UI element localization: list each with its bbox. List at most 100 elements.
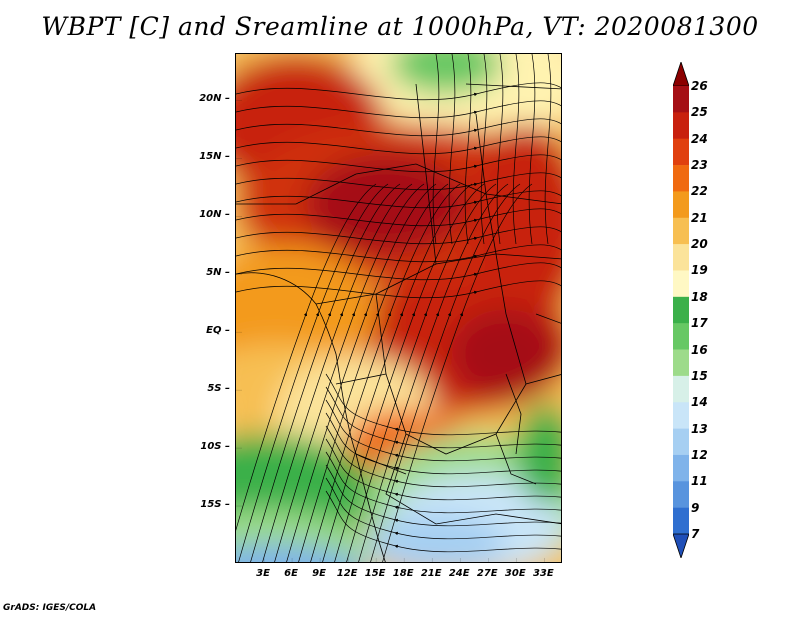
- lon-tick-label: 21E: [420, 568, 442, 579]
- streamline: [448, 54, 456, 245]
- colorbar-label: 16: [691, 342, 708, 357]
- colorbar: [673, 62, 689, 558]
- streamline: [325, 425, 561, 488]
- streamline: [236, 183, 377, 531]
- colorbar-label: 25: [691, 105, 708, 120]
- streamline: [382, 183, 533, 562]
- lat-tick-label: EQ –: [206, 325, 230, 337]
- streamline: [334, 183, 485, 562]
- lon-tick-label: 9E: [312, 568, 326, 579]
- lon-tick-label: 15E: [364, 568, 386, 579]
- streamline: [236, 172, 561, 191]
- lat-tick-label: 15N –: [199, 151, 230, 163]
- streamline: [544, 54, 552, 245]
- colorbar-label: 12: [691, 447, 708, 462]
- colorbar-label: 7: [691, 527, 700, 541]
- lon-tick-label: 33E: [532, 568, 554, 579]
- colorbar-label: 20: [691, 237, 708, 252]
- streamline: [238, 183, 389, 562]
- colorbar-label: 24: [691, 131, 708, 146]
- lat-tick-label: 5S –: [207, 383, 230, 395]
- streamline: [236, 118, 561, 137]
- streamline: [236, 208, 561, 227]
- colorbar-bottom-arrow: [673, 533, 689, 558]
- colorbar-label: 11: [691, 474, 708, 489]
- streamline: [325, 464, 561, 527]
- streamline: [236, 190, 561, 209]
- colorbar-label: 9: [691, 500, 700, 515]
- streamline: [262, 183, 413, 562]
- lon-tick-label: 27E: [476, 568, 498, 579]
- colorbar-cell: [673, 428, 689, 456]
- lat-tick-label: 5N –: [206, 267, 230, 279]
- colorbar-top-arrow: [673, 62, 689, 87]
- colorbar-cell: [673, 296, 689, 324]
- streamline: [325, 438, 561, 501]
- lat-tick-label: 10N –: [199, 209, 230, 221]
- colorbar-label: 18: [691, 289, 708, 304]
- colorbar-label: 13: [691, 421, 708, 436]
- map-grid: [236, 100, 545, 562]
- chart-title: WBPT [C] and Sreamline at 1000hPa, VT: 2…: [41, 12, 759, 41]
- streamline: [274, 183, 425, 562]
- colorbar-cell: [673, 191, 689, 219]
- lon-tick-label: 6E: [284, 568, 298, 579]
- colorbar-cell: [673, 349, 689, 377]
- streamline: [464, 54, 472, 245]
- streamline: [250, 183, 401, 562]
- colorbar-cell: [673, 138, 689, 166]
- lon-tick-label: 12E: [336, 568, 358, 579]
- colorbar-cell: [673, 217, 689, 245]
- colorbar-cell: [673, 507, 689, 535]
- streamline: [496, 54, 504, 245]
- lat-tick-label: 20N –: [199, 93, 230, 105]
- colorbar-label: 19: [691, 263, 708, 278]
- streamline: [236, 154, 561, 173]
- colorbar-cell: [673, 454, 689, 482]
- streamline: [236, 136, 561, 155]
- colorbar-label: 21: [691, 210, 708, 225]
- streamline: [286, 183, 437, 562]
- colorbar-cell: [673, 270, 689, 298]
- streamline: [512, 54, 520, 245]
- colorbar-cell: [673, 165, 689, 192]
- colorbar-cell: [673, 112, 689, 140]
- lon-tick-label: 30E: [504, 568, 526, 579]
- map-panel: [235, 53, 562, 563]
- lat-tick-label: 10S –: [200, 441, 230, 453]
- streamlines: [236, 54, 561, 562]
- lat-tick-label: 15S –: [200, 499, 230, 511]
- map-canvas: [236, 54, 561, 562]
- country-borders: [236, 83, 561, 562]
- streamline: [236, 280, 561, 299]
- streamline: [480, 54, 488, 245]
- streamline: [432, 54, 440, 245]
- streamline: [325, 373, 561, 436]
- colorbar-label: 26: [691, 79, 708, 93]
- colorbar-label: 22: [691, 184, 708, 199]
- streamline: [325, 490, 561, 553]
- streamline: [298, 183, 449, 562]
- streamline: [236, 100, 561, 119]
- lon-tick-label: 3E: [256, 568, 270, 579]
- colorbar-cell: [673, 244, 689, 271]
- streamline: [236, 82, 561, 101]
- streamline: [325, 451, 561, 514]
- streamline: [236, 226, 561, 245]
- streamline: [325, 477, 561, 540]
- colorbar-cell: [673, 402, 689, 429]
- colorbar-cell: [673, 481, 689, 508]
- streamline: [236, 262, 561, 281]
- colorbar-label: 15: [691, 368, 708, 383]
- colorbar-cell: [673, 375, 689, 403]
- streamline: [236, 244, 561, 263]
- colorbar-label: 14: [691, 395, 708, 410]
- lon-tick-label: 18E: [392, 568, 414, 579]
- colorbar-cell: [673, 323, 689, 350]
- streamline: [325, 412, 561, 475]
- lon-tick-label: 24E: [448, 568, 470, 579]
- colorbar-label: 17: [691, 316, 708, 331]
- streamline: [325, 399, 561, 462]
- colorbar-label: 23: [691, 158, 708, 173]
- streamline: [346, 183, 497, 562]
